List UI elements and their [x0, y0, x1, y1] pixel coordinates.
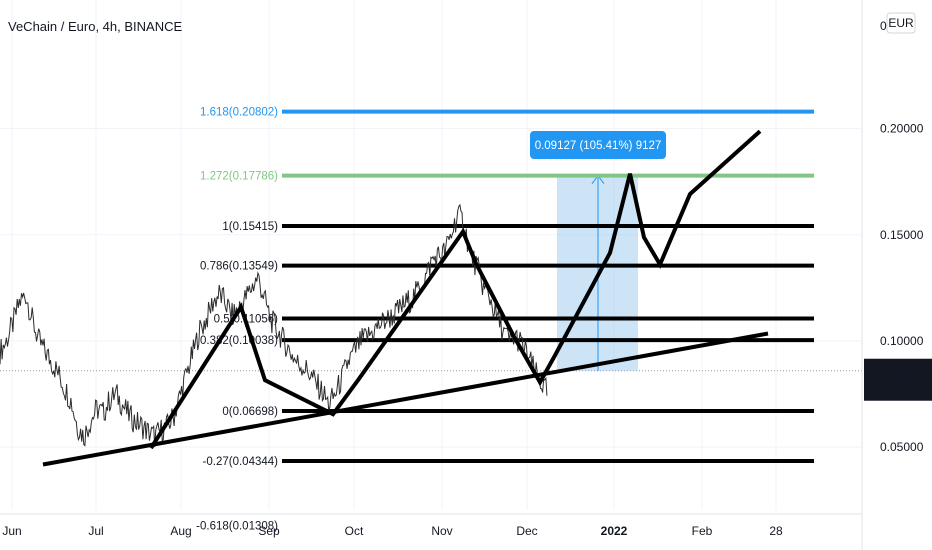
fib-retracement[interactable]: 1.618(0.20802) 1.272(0.17786) 1(0.15415) 0.…	[196, 107, 814, 533]
last-price-value: 0.08597	[878, 364, 922, 378]
plot-area[interactable]: 1.618(0.20802) 1.272(0.17786) 1(0.15415) 0.…	[0, 107, 814, 533]
fib-level-label: 1.272(0.17786)	[200, 171, 278, 183]
grid-lines	[0, 0, 862, 510]
fib-level-label: -0.618(0.01308)	[196, 520, 278, 532]
currency-label: EUR	[888, 16, 914, 30]
fib-level-label: 0.786(0.13549)	[200, 261, 278, 273]
x-tick-label: 2022	[601, 524, 628, 538]
fib-level-label: 0.382(0.10038)	[200, 335, 278, 347]
price-axis-top-label: 0	[880, 19, 887, 33]
currency-button[interactable]: EUR	[886, 12, 916, 34]
x-tick-label: Sep	[258, 524, 280, 538]
time-axis[interactable]: Jun Jul Aug Sep Oct Nov Dec 2022 Feb 28	[0, 513, 862, 538]
trend-drawings[interactable]	[42, 129, 769, 467]
price-series	[0, 203, 548, 448]
x-tick-label: Dec	[516, 524, 537, 538]
y-tick-label: 0.10000	[880, 334, 924, 348]
fib-level-label: 1.618(0.20802)	[200, 107, 278, 119]
measure-tag-bg	[530, 131, 666, 159]
trend-line[interactable]	[42, 331, 769, 467]
fib-level-label: 0(0.06698)	[222, 406, 278, 418]
y-tick-label: 0.20000	[880, 122, 924, 136]
last-price-tag[interactable]	[864, 358, 932, 401]
x-tick-label: Jun	[2, 524, 21, 538]
y-tick-label: 0.15000	[880, 228, 924, 242]
x-tick-label: Nov	[431, 524, 452, 538]
price-line	[0, 203, 548, 448]
fib-level-label: -0.27(0.04344)	[203, 456, 279, 468]
x-tick-label: Aug	[170, 524, 191, 538]
zigzag-projection[interactable]	[149, 129, 762, 450]
measure-label: 0.09127 (105.41%) 9127	[530, 131, 666, 159]
x-tick-label: Jul	[88, 524, 103, 538]
y-tick-label: 0.05000	[880, 440, 924, 454]
x-tick-label: 28	[769, 524, 783, 538]
measure-tag-text: 0.09127 (105.41%) 9127	[535, 140, 662, 152]
x-tick-label: Feb	[692, 524, 713, 538]
bar-countdown: 19:37	[882, 384, 912, 398]
price-axis[interactable]: 0.20000 0.15000 0.10000 0.05000 0.08597 19:37	[861, 0, 932, 550]
fib-level-label: 1(0.15415)	[222, 221, 278, 233]
chart-title: VeChain / Euro, 4h, BINANCE	[8, 19, 182, 34]
x-tick-label: Oct	[345, 524, 364, 538]
